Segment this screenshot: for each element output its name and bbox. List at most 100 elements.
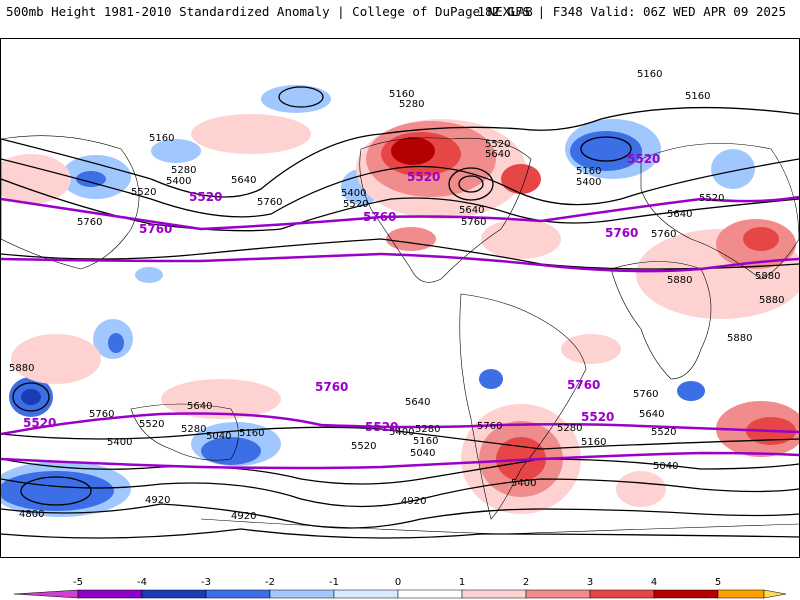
label-5880-d: 5880 bbox=[727, 333, 752, 344]
label-5520-c: 5520 bbox=[485, 139, 510, 150]
label-5160-e: 5160 bbox=[576, 166, 601, 177]
label-5640-g: 5640 bbox=[639, 409, 664, 420]
colorbar-seg-11 bbox=[653, 589, 719, 599]
colorbar-seg-8 bbox=[461, 589, 527, 599]
colorbar-ticks: -5 -4 -3 -2 -1 0 1 2 3 4 5 bbox=[73, 577, 721, 588]
label-5400-c: 5400 bbox=[576, 177, 601, 188]
label-5520-purple-b: 5520 bbox=[407, 170, 440, 184]
label-5520-purple-f: 5520 bbox=[581, 410, 614, 424]
label-5760-purple-d: 5760 bbox=[315, 380, 348, 394]
colorbar-seg-1 bbox=[13, 589, 79, 599]
label-5520-purple-c: 5520 bbox=[627, 152, 660, 166]
label-5280-e: 5280 bbox=[557, 423, 582, 434]
label-5640-d: 5640 bbox=[667, 209, 692, 220]
label-5160-d: 5160 bbox=[149, 133, 174, 144]
label-5520-b: 5520 bbox=[343, 199, 368, 210]
colorbar-segments bbox=[13, 589, 787, 599]
tick-5: 5 bbox=[715, 577, 721, 588]
colorbar-seg-9 bbox=[525, 589, 591, 599]
label-5760-g: 5760 bbox=[633, 389, 658, 400]
label-5640-b: 5640 bbox=[485, 149, 510, 160]
colorbar: -5 -4 -3 -2 -1 0 1 2 3 4 5 bbox=[0, 574, 800, 600]
label-5520-a: 5520 bbox=[131, 187, 156, 198]
tick-4: 4 bbox=[651, 577, 657, 588]
label-5760-a: 5760 bbox=[257, 197, 282, 208]
label-5520-d: 5520 bbox=[699, 193, 724, 204]
label-5760-purple-e: 5760 bbox=[567, 378, 600, 392]
label-5640-c: 5640 bbox=[459, 205, 484, 216]
label-5880-e: 5880 bbox=[9, 363, 34, 374]
label-5760-f: 5760 bbox=[477, 421, 502, 432]
label-5280-d: 5280 bbox=[415, 424, 440, 435]
tick-0: 0 bbox=[395, 577, 401, 588]
tick-3: 3 bbox=[587, 577, 593, 588]
colorbar-seg-4 bbox=[205, 589, 271, 599]
map-title: 500mb Height 1981-2010 Standardized Anom… bbox=[6, 4, 533, 19]
label-5880-b: 5880 bbox=[755, 271, 780, 282]
label-5400-b: 5400 bbox=[341, 188, 366, 199]
label-5640-f: 5640 bbox=[405, 397, 430, 408]
label-5400-f: 5400 bbox=[511, 478, 536, 489]
label-5880-c: 5880 bbox=[759, 295, 784, 306]
label-5160-h: 5160 bbox=[581, 437, 606, 448]
label-5640-e: 5640 bbox=[187, 401, 212, 412]
colorbar-seg-7 bbox=[397, 589, 463, 599]
tick-neg5: -5 bbox=[73, 577, 83, 588]
label-4920-c: 4920 bbox=[401, 496, 426, 507]
label-5160-b: 5160 bbox=[685, 91, 710, 102]
label-5760-purple-a: 5760 bbox=[139, 222, 172, 236]
tick-neg4: -4 bbox=[137, 577, 147, 588]
height-contours bbox=[1, 86, 799, 539]
label-4800-a: 4800 bbox=[19, 509, 44, 520]
label-5040-c: 5040 bbox=[653, 461, 678, 472]
contour-labels: 5160 5160 5160 5280 5160 5280 5400 5520 … bbox=[9, 69, 784, 522]
label-5760-purple-b: 5760 bbox=[363, 210, 396, 224]
tick-neg3: -3 bbox=[201, 577, 211, 588]
label-5280-a: 5280 bbox=[399, 99, 424, 110]
label-5400-a: 5400 bbox=[166, 176, 191, 187]
tick-2: 2 bbox=[523, 577, 529, 588]
label-5760-c: 5760 bbox=[651, 229, 676, 240]
label-5520-purple-a: 5520 bbox=[189, 190, 222, 204]
label-5040-a: 5040 bbox=[206, 431, 231, 442]
label-5280-c: 5280 bbox=[181, 424, 206, 435]
label-5040-b: 5040 bbox=[410, 448, 435, 459]
label-5400-d: 5400 bbox=[107, 437, 132, 448]
tick-1: 1 bbox=[459, 577, 465, 588]
label-5160-a: 5160 bbox=[637, 69, 662, 80]
tick-neg2: -2 bbox=[265, 577, 275, 588]
map-panel: 5160 5160 5160 5280 5160 5280 5400 5520 … bbox=[0, 38, 800, 558]
label-5760-d: 5760 bbox=[77, 217, 102, 228]
label-4920-b: 4920 bbox=[231, 511, 256, 522]
colorbar-seg-10 bbox=[589, 589, 655, 599]
label-5160-c: 5160 bbox=[389, 89, 414, 100]
label-5760-e: 5760 bbox=[89, 409, 114, 420]
tick-neg1: -1 bbox=[329, 577, 339, 588]
label-5400-e: 5400 bbox=[389, 427, 414, 438]
highlight-contours bbox=[1, 195, 799, 470]
colorbar-seg-3 bbox=[141, 589, 207, 599]
label-5520-purple-d: 5520 bbox=[23, 416, 56, 430]
label-5160-f: 5160 bbox=[239, 428, 264, 439]
label-5760-b: 5760 bbox=[461, 217, 486, 228]
label-5520-g: 5520 bbox=[651, 427, 676, 438]
label-5640-a: 5640 bbox=[231, 175, 256, 186]
colorbar-seg-12 bbox=[717, 589, 765, 599]
label-5280-b: 5280 bbox=[171, 165, 196, 176]
anomaly-shading bbox=[1, 85, 799, 517]
highlight-labels: 5520 5520 5520 5760 5760 5760 5760 5760 … bbox=[23, 152, 660, 434]
colorbar-seg-6 bbox=[333, 589, 399, 599]
label-5160-g: 5160 bbox=[413, 436, 438, 447]
colorbar-seg-5 bbox=[269, 589, 335, 599]
label-5520-e: 5520 bbox=[139, 419, 164, 430]
colorbar-svg: -5 -4 -3 -2 -1 0 1 2 3 4 5 bbox=[13, 577, 787, 599]
colorbar-seg-2 bbox=[77, 589, 143, 599]
label-4920-a: 4920 bbox=[145, 495, 170, 506]
label-5520-f: 5520 bbox=[351, 441, 376, 452]
anomaly-map: 5160 5160 5160 5280 5160 5280 5400 5520 … bbox=[1, 69, 799, 539]
label-5520-purple-e: 5520 bbox=[365, 420, 398, 434]
colorbar-seg-13 bbox=[763, 589, 787, 599]
label-5880-a: 5880 bbox=[667, 275, 692, 286]
label-5760-purple-c: 5760 bbox=[605, 226, 638, 240]
model-run-info: 18Z GFS | F348 Valid: 06Z WED APR 09 202… bbox=[477, 4, 786, 19]
